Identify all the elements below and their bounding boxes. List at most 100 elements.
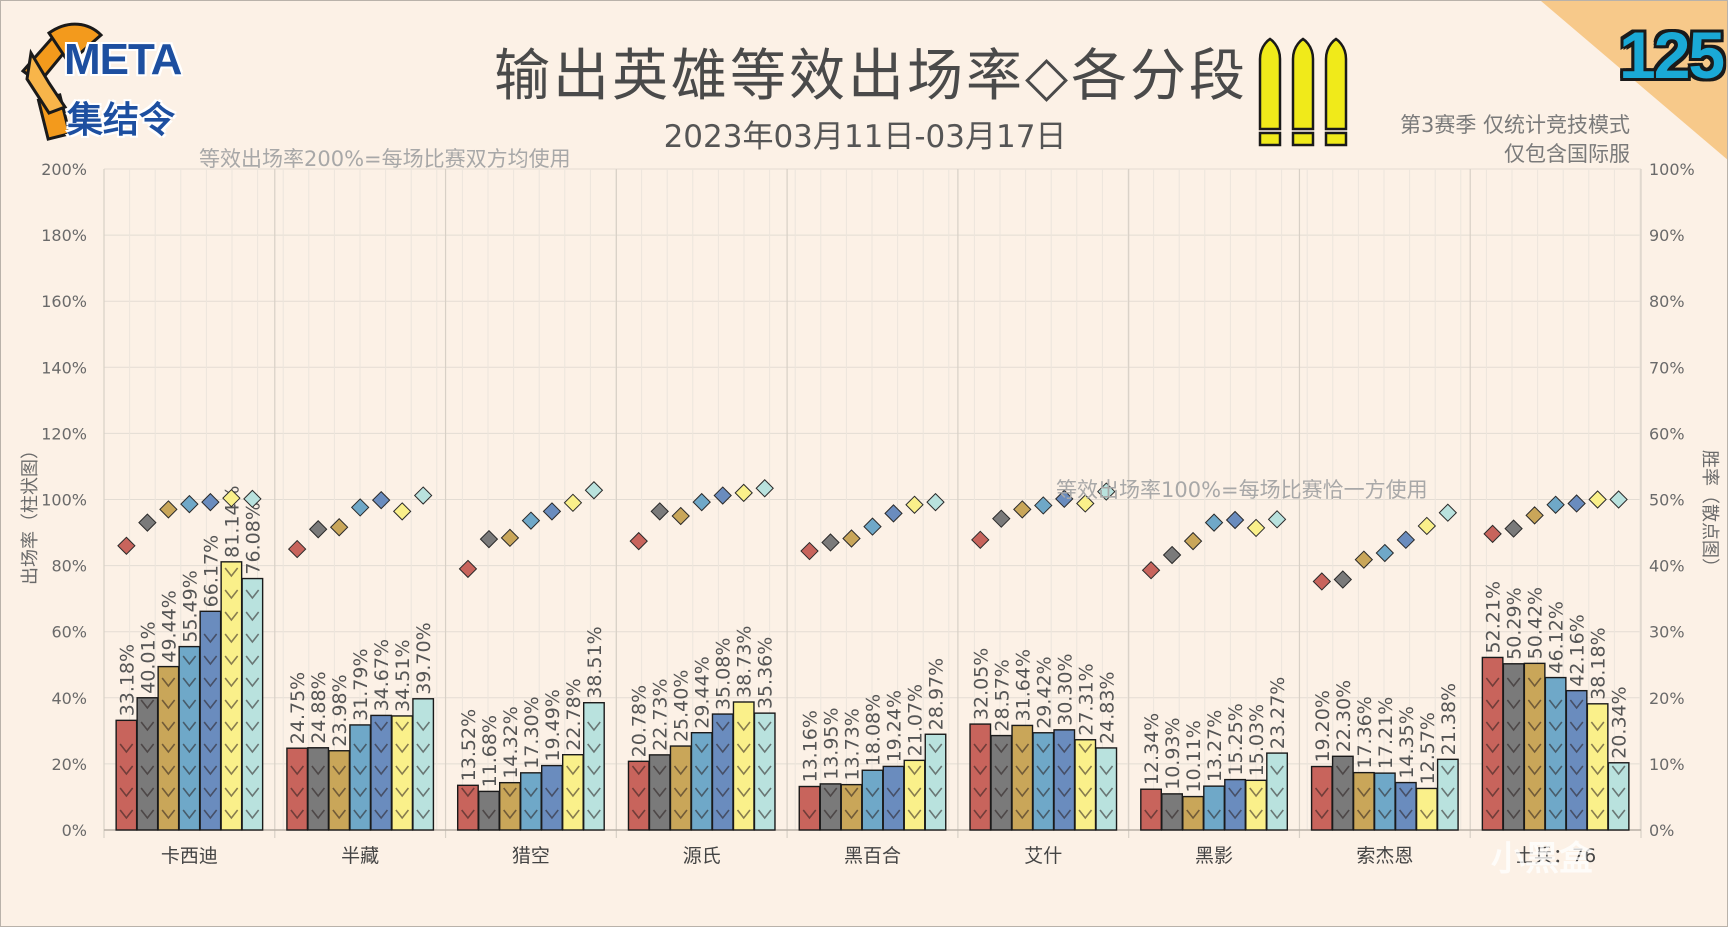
bar-chevron-icon [140,699,155,710]
winrate-point [1055,489,1074,509]
y-tick-label-left: 80% [51,557,87,576]
bar-chevron-icon [715,743,730,754]
bar-chevron-icon [694,809,709,820]
logo-subtext: 集结令 [67,100,176,141]
bar [1436,758,1459,831]
bar-chevron-icon [311,765,326,776]
megaphone-icon [20,22,104,141]
bar-chevron-icon [1611,765,1626,776]
bar-chevron-icon [1569,809,1584,820]
winrate-point [1162,545,1182,565]
y-tick-label-left: 40% [51,689,87,708]
data-label: 20.78% [629,685,651,757]
data-label: 31.64% [1012,649,1034,721]
bar-chevron-icon [1569,743,1584,754]
winrate-point [1013,500,1032,519]
data-label: 28.97% [926,658,948,730]
bar-chevron-icon [416,721,431,732]
bar-chevron-icon [1036,743,1051,754]
bar-chevron-icon [587,765,601,776]
bullet-icon [1291,37,1315,147]
bar-chevron-icon [353,787,368,798]
winrate-point [521,511,541,530]
bar-chevron-icon [203,699,218,710]
bar-chevron-icon [332,765,347,776]
winrate-point [392,502,412,521]
bar-chevron-icon [311,787,326,798]
bar-chevron-icon [1036,765,1051,776]
bar-chevron-icon [1485,809,1500,820]
bar [241,577,264,831]
bar-chevron-icon [973,743,988,754]
data-label: 13.52% [458,709,480,781]
data-label: 11.68% [479,715,501,787]
bar-chevron-icon [224,787,239,798]
y-axis-left-label: 出场率（柱状图） [20,441,41,585]
bar-chevron-icon [119,743,134,754]
data-label: 13.95% [821,707,843,779]
bar [477,790,500,831]
bar-chevron-icon [503,809,517,820]
bar-chevron-icon [1249,809,1263,820]
bar [1310,765,1333,831]
bar-chevron-icon [1506,677,1521,688]
data-label: 15.25% [1225,703,1247,775]
bar-chevron-icon [332,787,347,798]
bar-chevron-icon [994,743,1009,754]
bar-chevron-icon [1548,699,1563,710]
bar [1523,662,1546,831]
bar-chevron-icon [182,655,197,666]
bar-chevron-icon [374,743,389,754]
bar [1032,732,1055,831]
winrate-point [692,492,711,512]
bar-chevron-icon [245,765,260,776]
bar-chevron-icon [182,787,197,798]
bar-chevron-icon [353,765,368,776]
hero-name: 猎空 [512,845,550,867]
bar [924,733,947,831]
bar-chevron-icon [1099,787,1114,798]
bar-chevron-icon [353,809,368,820]
bar [1415,787,1438,831]
winrate-point [308,520,328,539]
bar-chevron-icon [1249,787,1263,798]
y-tick-label-right: 90% [1649,226,1685,245]
bar-chevron-icon [1569,787,1584,798]
winrate-point [1034,496,1053,515]
data-label: 22.73% [650,678,672,750]
data-label: 38.73% [734,626,756,698]
bar [861,769,884,831]
bar-chevron-icon [1590,787,1605,798]
data-label: 14.35% [1396,706,1418,778]
bar [840,783,863,831]
bar-chevron-icon [245,787,260,798]
bar-chevron-icon [224,589,239,600]
y-tick-label-left: 60% [51,623,87,642]
data-label: 13.73% [842,708,864,780]
data-label: 22.78% [563,678,585,750]
bar-chevron-icon [844,809,859,820]
region-note: 仅包含国际服 [1504,142,1630,167]
winrate-point [117,536,136,555]
bar-chevron-icon [245,677,260,688]
bar-chevron-icon [1527,677,1542,688]
bar-chevron-icon [140,765,155,776]
winrate-point [350,498,370,517]
bar-chevron-icon [1078,743,1093,754]
bar [711,713,734,831]
bar [349,724,372,831]
bar [1011,724,1034,831]
data-label: 10.93% [1162,717,1184,789]
bar [220,561,243,831]
bar-chevron-icon [1506,743,1521,754]
bar-chevron-icon [224,721,239,732]
bar-chevron-icon [907,765,922,776]
bar-chevron-icon [1314,787,1329,798]
bar-chevron-icon [1527,787,1542,798]
bar-chevron-icon [545,809,559,820]
data-label: 35.08% [713,638,735,710]
bar-chevron-icon [1036,809,1051,820]
bar [1161,793,1184,831]
bar-chevron-icon [140,743,155,754]
data-label: 25.40% [671,670,693,742]
